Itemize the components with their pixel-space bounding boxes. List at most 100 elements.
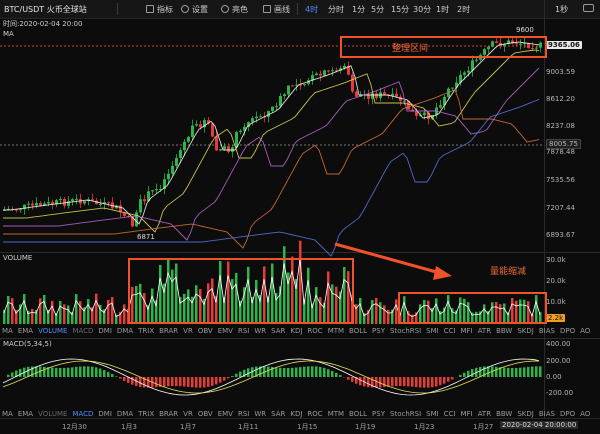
indicator-ma[interactable]: MA: [2, 410, 13, 418]
macd-bar: [447, 377, 450, 382]
indicator-mtm[interactable]: MTM: [328, 327, 344, 335]
macd-bar: [195, 377, 198, 388]
candle-body: [383, 92, 386, 94]
indicator-stochrsi[interactable]: StochRSI: [390, 327, 421, 335]
indicator-stochrsi[interactable]: StochRSI: [390, 410, 421, 418]
indicator-roc[interactable]: ROC: [307, 410, 322, 418]
consolidation-box: [340, 36, 547, 58]
indicator-sar[interactable]: SAR: [271, 327, 285, 335]
macd-bar: [215, 377, 218, 384]
macd-bar: [203, 377, 206, 387]
indicator-roc[interactable]: ROC: [307, 327, 322, 335]
volume-bar: [11, 298, 14, 324]
indicator-ema[interactable]: EMA: [18, 410, 33, 418]
candle-body: [215, 137, 218, 151]
indicator-cci[interactable]: CCI: [444, 327, 456, 335]
macd-bar: [471, 369, 474, 377]
indicator-rsi[interactable]: RSI: [238, 410, 249, 418]
indicator-dmi[interactable]: DMI: [98, 410, 112, 418]
indicator-ma[interactable]: MA: [2, 327, 13, 335]
indicator-boll[interactable]: BOLL: [349, 327, 367, 335]
macd-bar: [107, 372, 110, 377]
indicator-ema[interactable]: EMA: [18, 327, 33, 335]
indicator-ao[interactable]: AO: [580, 410, 590, 418]
indicator-boll[interactable]: BOLL: [349, 410, 367, 418]
candle-body: [59, 199, 62, 200]
candle-body: [75, 199, 78, 200]
price-axis-label: 9003.59: [546, 68, 575, 76]
indicator-psy[interactable]: PSY: [372, 410, 385, 418]
macd-bar: [331, 371, 334, 377]
indicator-vr[interactable]: VR: [183, 327, 193, 335]
indicator-volume[interactable]: VOLUME: [38, 410, 67, 418]
indicator-skdj[interactable]: SKDJ: [517, 327, 534, 335]
volume-bar: [123, 304, 126, 324]
indicator-mtm[interactable]: MTM: [328, 410, 344, 418]
volume-bar: [59, 301, 62, 324]
indicator-trix[interactable]: TRIX: [138, 327, 154, 335]
indicator-dmi[interactable]: DMI: [98, 327, 112, 335]
candle-body: [179, 150, 182, 158]
macd-bar: [395, 377, 398, 386]
indicator-emv[interactable]: EMV: [218, 327, 233, 335]
indicator-rsi[interactable]: RSI: [238, 327, 249, 335]
indicator-smi[interactable]: SMI: [426, 327, 439, 335]
macd-bar: [311, 366, 314, 377]
ma-line: [3, 42, 539, 224]
candle-body: [107, 202, 110, 203]
indicator-sar[interactable]: SAR: [271, 410, 285, 418]
indicator-cci[interactable]: CCI: [444, 410, 456, 418]
volume-bar: [87, 299, 90, 324]
date-label: 1月7: [180, 422, 196, 432]
indicator-atr[interactable]: ATR: [478, 327, 491, 335]
indicator-mfi[interactable]: MFI: [461, 410, 473, 418]
indicator-obv[interactable]: OBV: [198, 327, 213, 335]
candle-body: [239, 131, 242, 132]
indicator-brar[interactable]: BRAR: [159, 410, 178, 418]
macd-bar: [155, 377, 158, 387]
macd-bar: [187, 377, 190, 387]
macd-bar: [415, 377, 418, 387]
macd-bar: [319, 367, 322, 377]
indicator-trix[interactable]: TRIX: [138, 410, 154, 418]
indicator-macd[interactable]: MACD: [72, 327, 93, 335]
indicator-bias[interactable]: BIAS: [539, 327, 555, 335]
indicator-kdj[interactable]: KDJ: [290, 327, 302, 335]
indicator-vr[interactable]: VR: [183, 410, 193, 418]
indicator-brar[interactable]: BRAR: [159, 327, 178, 335]
candle-body: [171, 166, 174, 174]
indicator-wr[interactable]: WR: [254, 410, 266, 418]
indicator-dma[interactable]: DMA: [117, 410, 133, 418]
indicator-volume[interactable]: VOLUME: [38, 327, 67, 335]
indicator-dma[interactable]: DMA: [117, 327, 133, 335]
macd-label[interactable]: MACD(5,34,5): [3, 340, 52, 348]
candle-body: [27, 204, 30, 205]
indicator-wr[interactable]: WR: [254, 327, 266, 335]
macd-bar: [83, 366, 86, 377]
candle-body: [271, 107, 274, 111]
indicator-bbw[interactable]: BBW: [496, 327, 512, 335]
indicator-kdj[interactable]: KDJ: [290, 410, 302, 418]
indicator-ao[interactable]: AO: [580, 327, 590, 335]
indicator-bias[interactable]: BIAS: [539, 410, 555, 418]
indicator-psy[interactable]: PSY: [372, 327, 385, 335]
indicator-emv[interactable]: EMV: [218, 410, 233, 418]
macd-bar: [383, 377, 386, 387]
macd-bar: [171, 377, 174, 386]
macd-bar: [439, 377, 442, 385]
macd-bar: [339, 375, 342, 377]
macd-bar: [123, 377, 126, 381]
indicator-macd[interactable]: MACD: [72, 410, 93, 418]
indicator-obv[interactable]: OBV: [198, 410, 213, 418]
indicator-mfi[interactable]: MFI: [461, 327, 473, 335]
indicator-bbw[interactable]: BBW: [496, 410, 512, 418]
indicator-smi[interactable]: SMI: [426, 410, 439, 418]
indicator-atr[interactable]: ATR: [478, 410, 491, 418]
indicator-skdj[interactable]: SKDJ: [517, 410, 534, 418]
indicator-dpo[interactable]: DPO: [560, 327, 575, 335]
volume-label[interactable]: VOLUME: [3, 254, 32, 262]
macd-bar: [211, 377, 214, 386]
indicator-selector: MA EMA VOLUME MACD DMI DMA TRIX BRAR VR OBV EMV RSI…: [2, 410, 595, 418]
indicator-dpo[interactable]: DPO: [560, 410, 575, 418]
